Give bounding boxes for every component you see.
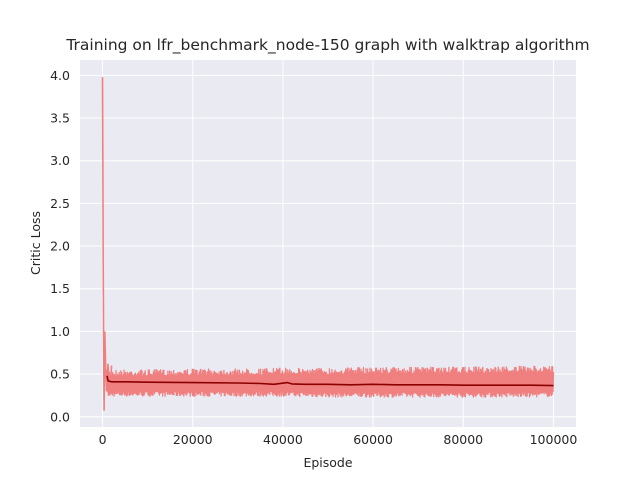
smoothed-series — [106, 375, 554, 387]
raw-band-trace — [106, 365, 555, 398]
y-axis-ticks: 0.0 0.5 1.0 1.5 2.0 2.5 3.0 3.5 4.0 — [50, 68, 70, 424]
x-tick-label: 60000 — [353, 432, 393, 447]
raw-series — [101, 77, 113, 411]
plot-background — [80, 60, 576, 427]
x-tick-label: 80000 — [443, 432, 483, 447]
x-tick-label: 20000 — [173, 432, 213, 447]
y-tick-label: 1.0 — [50, 324, 70, 339]
x-axis-ticks: 0 20000 40000 60000 80000 100000 — [99, 432, 578, 447]
y-axis-label: Critic Loss — [28, 211, 43, 275]
y-tick-label: 1.5 — [50, 281, 70, 296]
chart-title: Training on lfr_benchmark_node-150 graph… — [65, 36, 589, 55]
y-tick-label: 0.0 — [50, 409, 70, 424]
y-tick-label: 4.0 — [50, 68, 70, 83]
x-axis-label: Episode — [303, 455, 352, 470]
x-tick-label: 100000 — [530, 432, 578, 447]
y-tick-label: 3.0 — [50, 153, 70, 168]
y-tick-label: 2.0 — [50, 239, 70, 254]
raw-band — [106, 365, 555, 398]
smoothed-series-line — [106, 375, 554, 387]
y-tick-label: 0.5 — [50, 367, 70, 382]
raw-series-line — [101, 77, 113, 411]
y-tick-label: 3.5 — [50, 111, 70, 126]
y-tick-label: 2.5 — [50, 196, 70, 211]
x-tick-label: 40000 — [263, 432, 303, 447]
x-tick-label: 0 — [99, 432, 107, 447]
